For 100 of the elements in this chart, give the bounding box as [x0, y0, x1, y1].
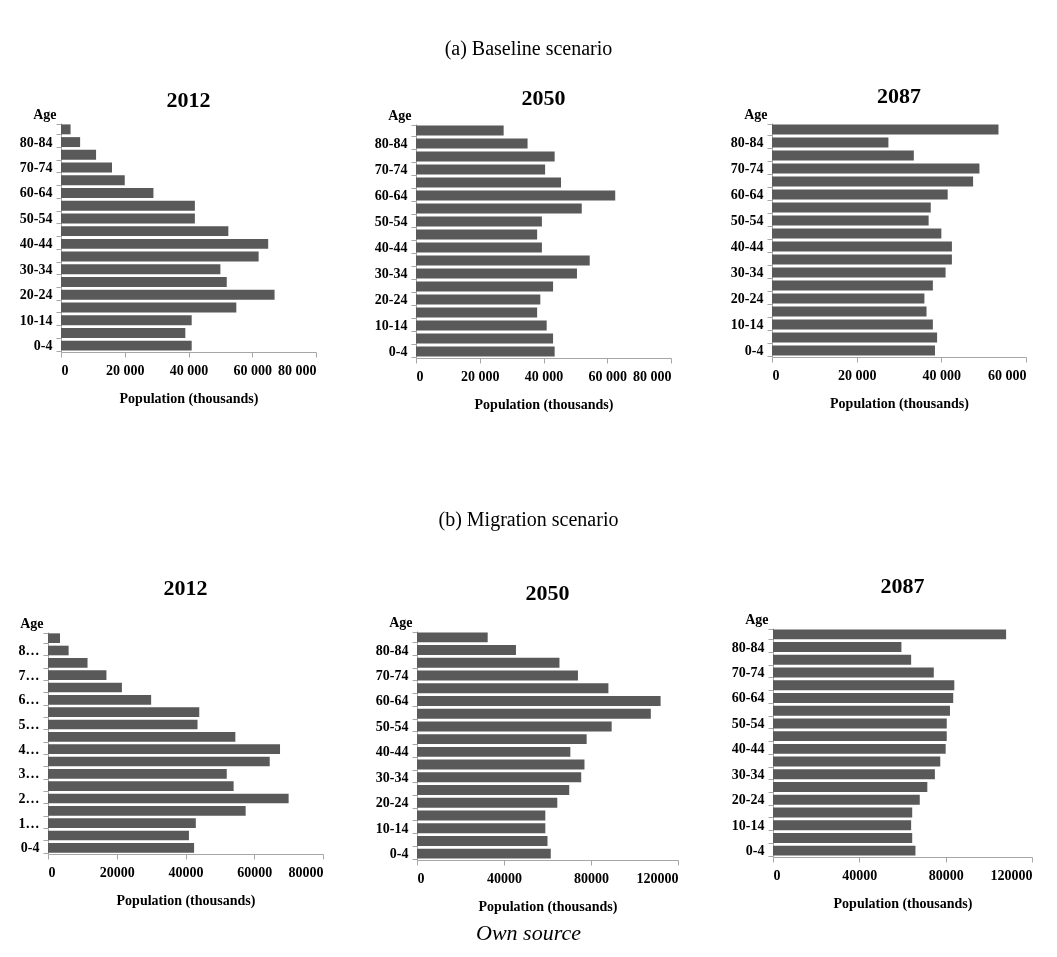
- y-tick-label: 2…: [18, 791, 40, 806]
- x-tick-label: 0: [48, 864, 56, 880]
- x-tick-label: 40000: [842, 867, 878, 883]
- x-tick-label: 80000: [928, 867, 964, 883]
- bar: [61, 226, 229, 237]
- chart-title: 2050: [521, 85, 566, 110]
- x-axis-title: Population (thousands): [833, 895, 973, 912]
- x-axis-title: Population (thousands): [119, 390, 259, 407]
- y-tick-label: 60-64: [730, 187, 764, 202]
- bar: [61, 162, 112, 173]
- x-tick-label: 40 000: [524, 368, 564, 384]
- bar: [48, 744, 281, 754]
- bar: [48, 707, 200, 717]
- y-tick-label: 0-4: [389, 846, 409, 862]
- bar: [61, 277, 227, 287]
- bar: [48, 781, 234, 791]
- y-axis-title: Age: [744, 106, 768, 122]
- y-tick-label: 80-84: [374, 136, 408, 151]
- x-tick-label: 20 000: [461, 368, 500, 384]
- y-tick-label: 10-14: [375, 820, 409, 836]
- bar: [416, 216, 542, 227]
- bar: [416, 333, 554, 344]
- chart-title: 2050: [525, 580, 570, 605]
- y-tick-label: 10-14: [731, 817, 765, 833]
- y-tick-label: 40-44: [375, 744, 409, 760]
- y-tick-label: 0-4: [20, 840, 40, 856]
- x-tick-label: 60 000: [988, 367, 1027, 383]
- x-tick-label: 0: [773, 867, 781, 883]
- bar: [61, 188, 154, 198]
- bar: [416, 346, 555, 357]
- x-tick-label: 20 000: [837, 367, 877, 383]
- x-tick-label: 40 000: [922, 367, 962, 383]
- y-tick-label: 80-84: [731, 639, 765, 655]
- y-tick-label: 20-24: [375, 795, 409, 811]
- y-tick-label: 50-54: [375, 718, 409, 734]
- y-tick-label: 60-64: [374, 188, 408, 203]
- text: (b) Migration scenario: [438, 507, 619, 531]
- bar: [61, 213, 195, 224]
- y-tick-label: 60-64: [731, 690, 765, 706]
- bar: [48, 645, 69, 656]
- y-tick-label: 50-54: [730, 213, 764, 228]
- bar: [48, 670, 107, 680]
- x-tick-label: 40000: [168, 864, 204, 880]
- x-tick-label: 60 000: [588, 368, 627, 384]
- bar: [416, 255, 590, 266]
- y-axis-title: Age: [745, 611, 769, 627]
- bar: [48, 830, 189, 841]
- x-tick-label: 0: [772, 367, 780, 383]
- x-tick-label: 80 000: [633, 368, 672, 384]
- bar: [61, 175, 125, 186]
- y-axis-title: Age: [33, 106, 57, 122]
- x-tick-label: 20 000: [106, 362, 145, 378]
- bar: [48, 658, 88, 668]
- bar: [416, 268, 577, 279]
- bar: [416, 307, 538, 318]
- y-tick-label: 70-74: [375, 668, 409, 684]
- bar: [48, 843, 195, 853]
- bar: [61, 251, 259, 262]
- x-axis-title: Population (thousands): [116, 892, 256, 909]
- bar: [48, 719, 198, 730]
- chart-title: 2012: [166, 87, 211, 112]
- y-tick-label: 30-34: [731, 766, 765, 782]
- x-tick-label: 80 000: [278, 362, 317, 378]
- bar: [416, 242, 542, 253]
- y-tick-label: 20-24: [731, 792, 765, 808]
- x-tick-label: 0: [61, 362, 69, 378]
- bar: [48, 732, 236, 742]
- y-tick-label: 1…: [18, 815, 40, 831]
- y-tick-label: 10-14: [730, 317, 764, 332]
- y-tick-label: 8…: [18, 643, 40, 658]
- bar: [416, 177, 562, 188]
- x-tick-label: 20000: [99, 864, 135, 880]
- y-tick-label: 5…: [18, 717, 40, 732]
- bar: [61, 289, 275, 300]
- y-tick-label: 40-44: [730, 239, 764, 254]
- y-tick-label: 70-74: [731, 665, 765, 681]
- chart-title: 2087: [880, 573, 925, 598]
- bar: [416, 229, 538, 240]
- bar: [48, 793, 289, 804]
- y-tick-label: 60-64: [375, 693, 409, 709]
- bar: [48, 633, 61, 643]
- y-tick-label: 0-4: [388, 344, 408, 359]
- y-tick-label: 60-64: [19, 185, 53, 201]
- y-tick-label: 80-84: [19, 134, 53, 150]
- x-tick-label: 0: [417, 870, 425, 886]
- bar: [61, 238, 269, 249]
- bar: [416, 138, 528, 149]
- bar: [416, 320, 547, 331]
- text: (a) Baseline scenario: [444, 36, 613, 60]
- x-tick-label: 40 000: [169, 362, 209, 378]
- bar: [61, 124, 71, 135]
- x-axis-title: Population (thousands): [474, 396, 614, 413]
- bar: [48, 756, 270, 767]
- y-tick-label: 10-14: [374, 318, 408, 333]
- y-axis-title: Age: [388, 107, 412, 123]
- bar: [416, 190, 616, 201]
- y-tick-label: 80-84: [730, 135, 764, 150]
- y-tick-label: 0-4: [744, 343, 764, 358]
- x-tick-label: 60 000: [233, 362, 272, 378]
- bar: [61, 302, 237, 313]
